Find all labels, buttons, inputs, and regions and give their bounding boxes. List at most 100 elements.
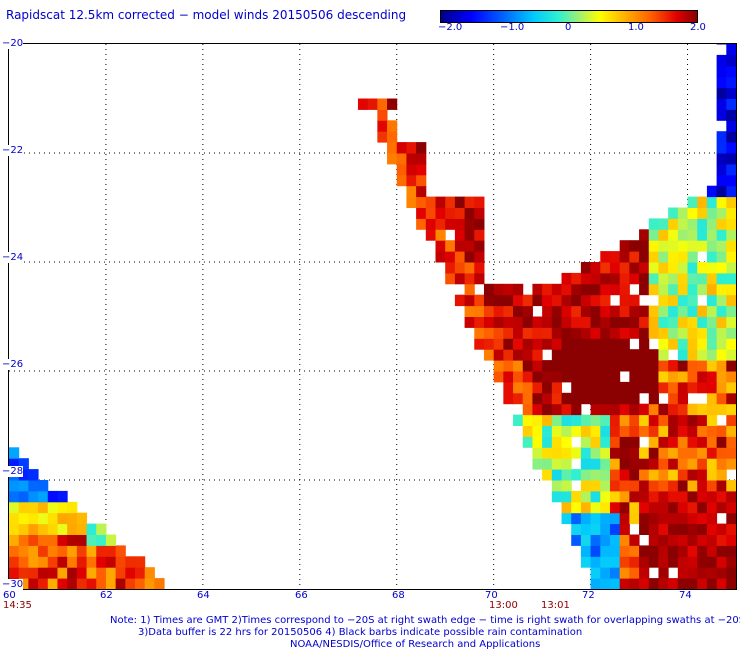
wind-cell (668, 251, 679, 263)
wind-cell (600, 283, 611, 296)
wind-cell (677, 490, 689, 503)
wind-cell (697, 360, 708, 372)
lon-label: 68 (392, 590, 405, 601)
wind-cell (47, 545, 58, 557)
wind-cell (561, 458, 572, 470)
wind-cell (697, 207, 708, 219)
wind-cell (590, 512, 601, 525)
wind-cell (619, 305, 630, 317)
lat-label: −24 (2, 252, 24, 263)
lon-label: 74 (679, 590, 692, 601)
wind-cell (697, 436, 708, 448)
wind-cell (425, 196, 437, 208)
wind-cell (677, 567, 689, 579)
wind-cell (658, 305, 669, 317)
wind-cell (493, 371, 504, 383)
wind-cell (648, 316, 659, 328)
wind-cell (658, 490, 669, 503)
wind-cell (474, 272, 485, 285)
wind-cell (503, 349, 514, 361)
wind-cell (57, 501, 68, 514)
wind-cell (629, 392, 640, 405)
wind-cell (590, 458, 601, 470)
wind-cell (580, 480, 592, 492)
wind-cell (561, 327, 572, 339)
wind-cell (687, 381, 698, 394)
wind-cell (96, 556, 107, 568)
wind-cell (619, 469, 630, 481)
wind-cell (135, 578, 146, 589)
wind-cell (697, 371, 708, 383)
wind-cell (648, 360, 659, 372)
wind-cell (668, 425, 679, 437)
wind-cell (677, 436, 689, 448)
wind-cell (522, 338, 533, 350)
wind-cell (513, 349, 524, 361)
wind-cell (619, 523, 630, 535)
wind-cell (668, 534, 679, 546)
wind-cell (726, 447, 736, 459)
wind-cell (464, 207, 475, 219)
lat-label: −22 (2, 145, 24, 156)
wind-cell (561, 490, 572, 503)
wind-cell (396, 163, 407, 176)
wind-cell (474, 316, 485, 328)
wind-cell (561, 425, 572, 437)
wind-cell (639, 262, 650, 274)
wind-cell (580, 425, 592, 437)
wind-cell (648, 262, 659, 274)
wind-cell (464, 316, 475, 328)
lon-label: 70 (485, 590, 498, 601)
wind-cell (47, 512, 58, 525)
wind-cell (668, 272, 679, 285)
wind-cell (609, 490, 621, 503)
wind-cell (425, 229, 437, 241)
wind-cell (687, 480, 698, 492)
wind-cell (416, 185, 427, 198)
wind-cell (580, 534, 592, 546)
wind-cell (18, 512, 29, 525)
wind-cell (600, 578, 611, 589)
wind-cell (726, 305, 736, 317)
wind-cell (677, 283, 689, 296)
wind-cell (716, 392, 727, 405)
wind-cell (493, 294, 504, 307)
wind-cell (658, 338, 669, 350)
wind-cell (513, 294, 524, 307)
wind-cell (57, 512, 68, 525)
wind-cell (716, 142, 727, 154)
wind-cell (706, 283, 718, 296)
wind-cell (677, 381, 689, 394)
wind-cell (668, 305, 679, 317)
wind-cell (105, 567, 117, 579)
wind-cell (590, 534, 601, 546)
wind-cell (551, 480, 563, 492)
wind-cell (522, 316, 533, 328)
wind-cell (668, 392, 679, 405)
wind-cell (454, 262, 466, 274)
wind-cell (639, 567, 650, 579)
wind-cell (706, 360, 718, 372)
wind-cell (367, 98, 378, 110)
wind-cell (716, 305, 727, 317)
wind-cell (454, 218, 466, 230)
wind-cell (726, 109, 736, 121)
wind-cell (629, 251, 640, 263)
wind-cell (629, 272, 640, 285)
wind-cell (629, 371, 640, 383)
wind-cell (580, 338, 592, 350)
wind-cell (105, 556, 117, 568)
wind-cell (135, 567, 146, 579)
wind-cell (561, 469, 572, 481)
wind-cell (571, 381, 582, 394)
wind-cell (716, 556, 727, 568)
wind-cell (38, 501, 49, 514)
wind-cell (600, 371, 611, 383)
wind-cell (609, 578, 621, 589)
wind-cell (357, 98, 369, 110)
wind-cell (532, 349, 543, 361)
wind-cell (503, 338, 514, 350)
wind-cell (580, 283, 592, 296)
wind-cell (532, 294, 543, 307)
wind-cell (668, 403, 679, 416)
